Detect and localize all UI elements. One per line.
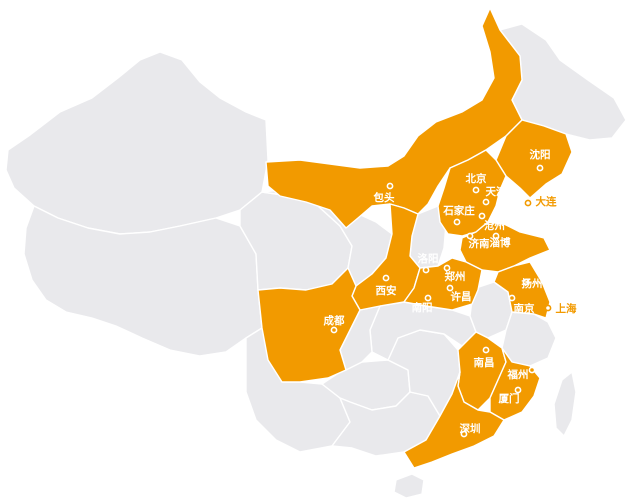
- city-dot[interactable]: [482, 198, 490, 206]
- city-dot[interactable]: [446, 284, 454, 292]
- city-label: 厦门: [499, 392, 520, 405]
- city-label: 成都: [324, 314, 345, 327]
- province-sichuan[interactable]: [257, 267, 361, 383]
- city-marker[interactable]: 福州: [507, 366, 536, 381]
- province-jiangsu[interactable]: [493, 261, 551, 319]
- city-label: 沈阳: [530, 148, 551, 161]
- city-marker[interactable]: 济南: [466, 232, 490, 250]
- city-dot[interactable]: [508, 294, 516, 302]
- city-label: 淄博: [490, 236, 511, 249]
- city-dot[interactable]: [382, 274, 390, 282]
- city-label: 南京: [514, 302, 535, 315]
- city-label: 包头: [374, 191, 395, 204]
- province-zhejiang[interactable]: [501, 311, 557, 367]
- city-marker[interactable]: 许昌: [446, 284, 472, 303]
- city-dot[interactable]: [466, 232, 474, 240]
- base-provinces: [5, 23, 627, 499]
- city-marker[interactable]: 淄博: [490, 232, 511, 249]
- city-dot[interactable]: [330, 326, 338, 334]
- city-label: 福州: [507, 368, 529, 381]
- city-marker[interactable]: 厦门: [499, 386, 522, 405]
- city-label: 扬州: [522, 277, 543, 290]
- city-label: 济南: [469, 237, 490, 250]
- city-dot[interactable]: [522, 278, 530, 286]
- city-dot[interactable]: [386, 182, 394, 190]
- city-label: 西安: [376, 284, 397, 297]
- city-marker[interactable]: 天津: [482, 185, 507, 206]
- city-label: 石家庄: [442, 204, 475, 217]
- city-dot[interactable]: [524, 199, 532, 207]
- city-label: 南昌: [474, 356, 495, 369]
- city-label: 郑州: [445, 270, 466, 283]
- city-label: 南阳: [412, 301, 433, 314]
- city-dot[interactable]: [544, 304, 552, 312]
- city-dot[interactable]: [460, 430, 468, 438]
- city-label: 大连: [536, 195, 557, 208]
- city-label: 北京: [466, 172, 487, 185]
- province-guangdong[interactable]: [403, 371, 505, 469]
- city-label: 天津: [486, 185, 507, 198]
- province-xinjiang[interactable]: [5, 51, 269, 235]
- city-marker[interactable]: 成都: [324, 314, 345, 334]
- province-hainan[interactable]: [393, 473, 425, 499]
- province-shaanxi[interactable]: [351, 203, 421, 311]
- city-marker[interactable]: 深圳: [460, 422, 481, 438]
- city-marker[interactable]: 南昌: [474, 346, 495, 369]
- province-inner-mongolia[interactable]: [265, 7, 523, 229]
- city-marker[interactable]: 郑州: [443, 264, 466, 283]
- city-marker[interactable]: 南京: [508, 294, 535, 315]
- city-dot[interactable]: [443, 264, 451, 272]
- city-label: 洛阳: [418, 252, 439, 265]
- province-taiwan[interactable]: [553, 371, 577, 437]
- city-marker[interactable]: 沧州: [478, 212, 505, 232]
- city-dot[interactable]: [492, 232, 500, 240]
- city-dot[interactable]: [514, 386, 522, 394]
- city-label: 许昌: [451, 290, 472, 303]
- city-label: 沧州: [484, 219, 505, 232]
- city-dot[interactable]: [482, 346, 490, 354]
- city-marker[interactable]: 沈阳: [530, 148, 551, 172]
- province-tibet[interactable]: [23, 205, 263, 357]
- city-marker[interactable]: 上海: [544, 302, 577, 315]
- highlighted-provinces: [257, 7, 573, 469]
- city-dot[interactable]: [536, 164, 544, 172]
- city-marker[interactable]: 南阳: [412, 294, 433, 314]
- city-dot[interactable]: [478, 212, 486, 220]
- city-marker[interactable]: 西安: [376, 274, 397, 297]
- city-dot[interactable]: [528, 366, 536, 374]
- city-marker[interactable]: 洛阳: [418, 252, 439, 274]
- city-marker[interactable]: 包头: [374, 182, 395, 204]
- city-dot[interactable]: [472, 186, 480, 194]
- city-label: 深圳: [460, 422, 481, 435]
- city-marker[interactable]: 大连: [524, 195, 557, 208]
- city-dot[interactable]: [424, 294, 432, 302]
- city-marker[interactable]: 扬州: [522, 277, 543, 290]
- city-marker[interactable]: 石家庄: [442, 204, 475, 226]
- city-dot[interactable]: [422, 266, 430, 274]
- city-label: 上海: [556, 302, 577, 315]
- city-dot[interactable]: [453, 218, 461, 226]
- province-fujian[interactable]: [489, 347, 541, 421]
- city-marker[interactable]: 北京: [466, 172, 487, 194]
